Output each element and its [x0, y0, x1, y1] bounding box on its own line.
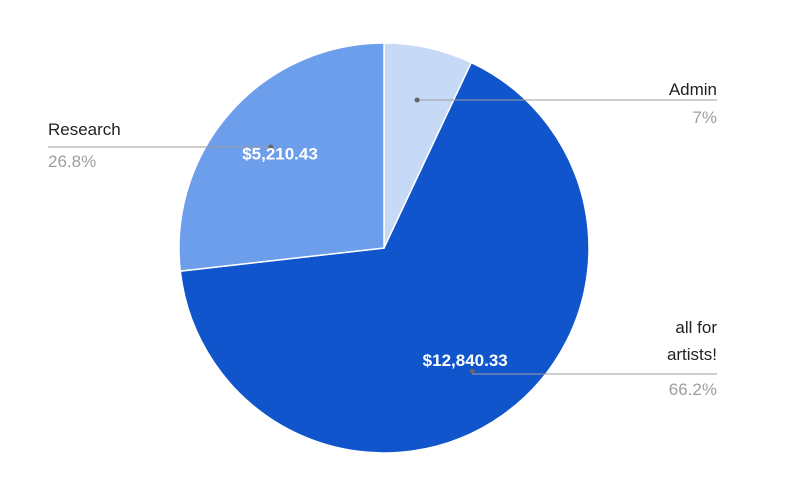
page: $12,840.33$5,210.43 (() => { const data … — [0, 0, 786, 498]
slice-label: Admin — [669, 76, 717, 103]
leader-dot — [415, 97, 420, 102]
slice-percent: 7% — [692, 108, 717, 128]
slice-label: all for artists! — [647, 314, 717, 368]
slice-amount: $12,840.33 — [423, 351, 508, 370]
slice-amount: $5,210.43 — [242, 145, 318, 164]
chart: $12,840.33 $5,210.43 — [0, 0, 786, 498]
slice-label: Research — [48, 116, 121, 143]
slice-percent: 66.2% — [669, 380, 717, 400]
slice-percent: 26.8% — [48, 152, 96, 172]
